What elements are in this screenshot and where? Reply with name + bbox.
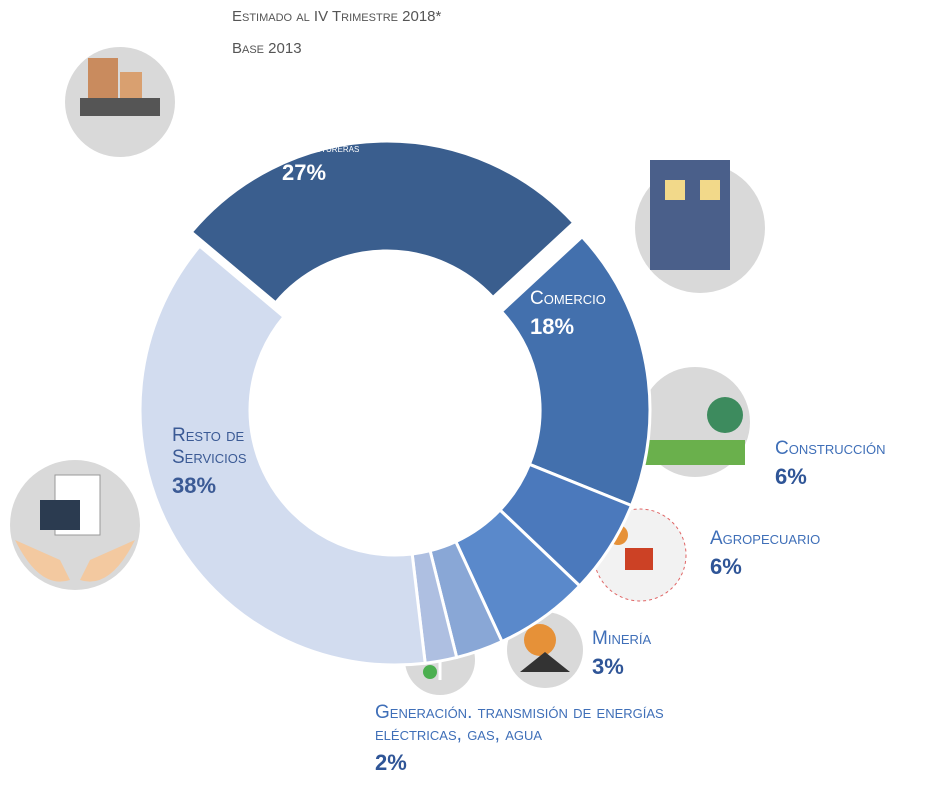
category-label: Resto de Servicios — [172, 425, 247, 468]
label-group: Construcción 6% — [775, 438, 925, 489]
value-label: 6% — [775, 463, 807, 489]
label-group: Comercio 18% — [530, 288, 650, 339]
icon-shape — [88, 58, 118, 98]
value-label: 2% — [375, 749, 407, 775]
label-group: Generación. transmisión de energías eléc… — [375, 702, 705, 775]
icon-shape — [120, 72, 142, 98]
category-label: Agropecuario — [710, 528, 821, 549]
label-group: Agropecuario 6% — [710, 528, 870, 579]
icon-shape — [40, 500, 80, 530]
subtitle: Base 2013 — [232, 40, 302, 57]
slice — [138, 243, 427, 667]
icon-shape — [707, 397, 743, 433]
label-group: Minería 3% — [592, 628, 712, 679]
icon-shape — [665, 180, 685, 200]
icon-shape — [650, 160, 730, 270]
category-label: Generación. transmisión de energías eléc… — [375, 702, 664, 745]
icon-shape — [520, 652, 570, 672]
value-label: 6% — [710, 553, 742, 579]
icon-shape — [80, 98, 160, 116]
icon-shape — [15, 540, 135, 582]
value-label: 3% — [592, 653, 624, 679]
slice — [499, 234, 652, 508]
icon-shape — [645, 440, 745, 465]
value-label: 38% — [172, 472, 217, 498]
icon-shape — [625, 548, 653, 570]
slice — [189, 139, 576, 305]
icon-shape — [524, 624, 556, 656]
icon-shape — [423, 665, 437, 679]
category-label: Construcción — [775, 438, 886, 459]
value-label: 27% — [282, 159, 327, 185]
title: Estimado al IV Trimestre 2018* — [232, 8, 442, 25]
value-label: 18% — [530, 313, 575, 339]
category-label: Industrias manufactureras — [282, 120, 369, 155]
label-group: Industrias manufactureras 27% — [282, 120, 432, 185]
category-label: Minería — [592, 628, 652, 649]
category-label: Comercio — [530, 288, 606, 309]
donut — [138, 139, 652, 667]
icon-shape — [700, 180, 720, 200]
label-group: Resto de Servicios 38% — [172, 425, 282, 498]
